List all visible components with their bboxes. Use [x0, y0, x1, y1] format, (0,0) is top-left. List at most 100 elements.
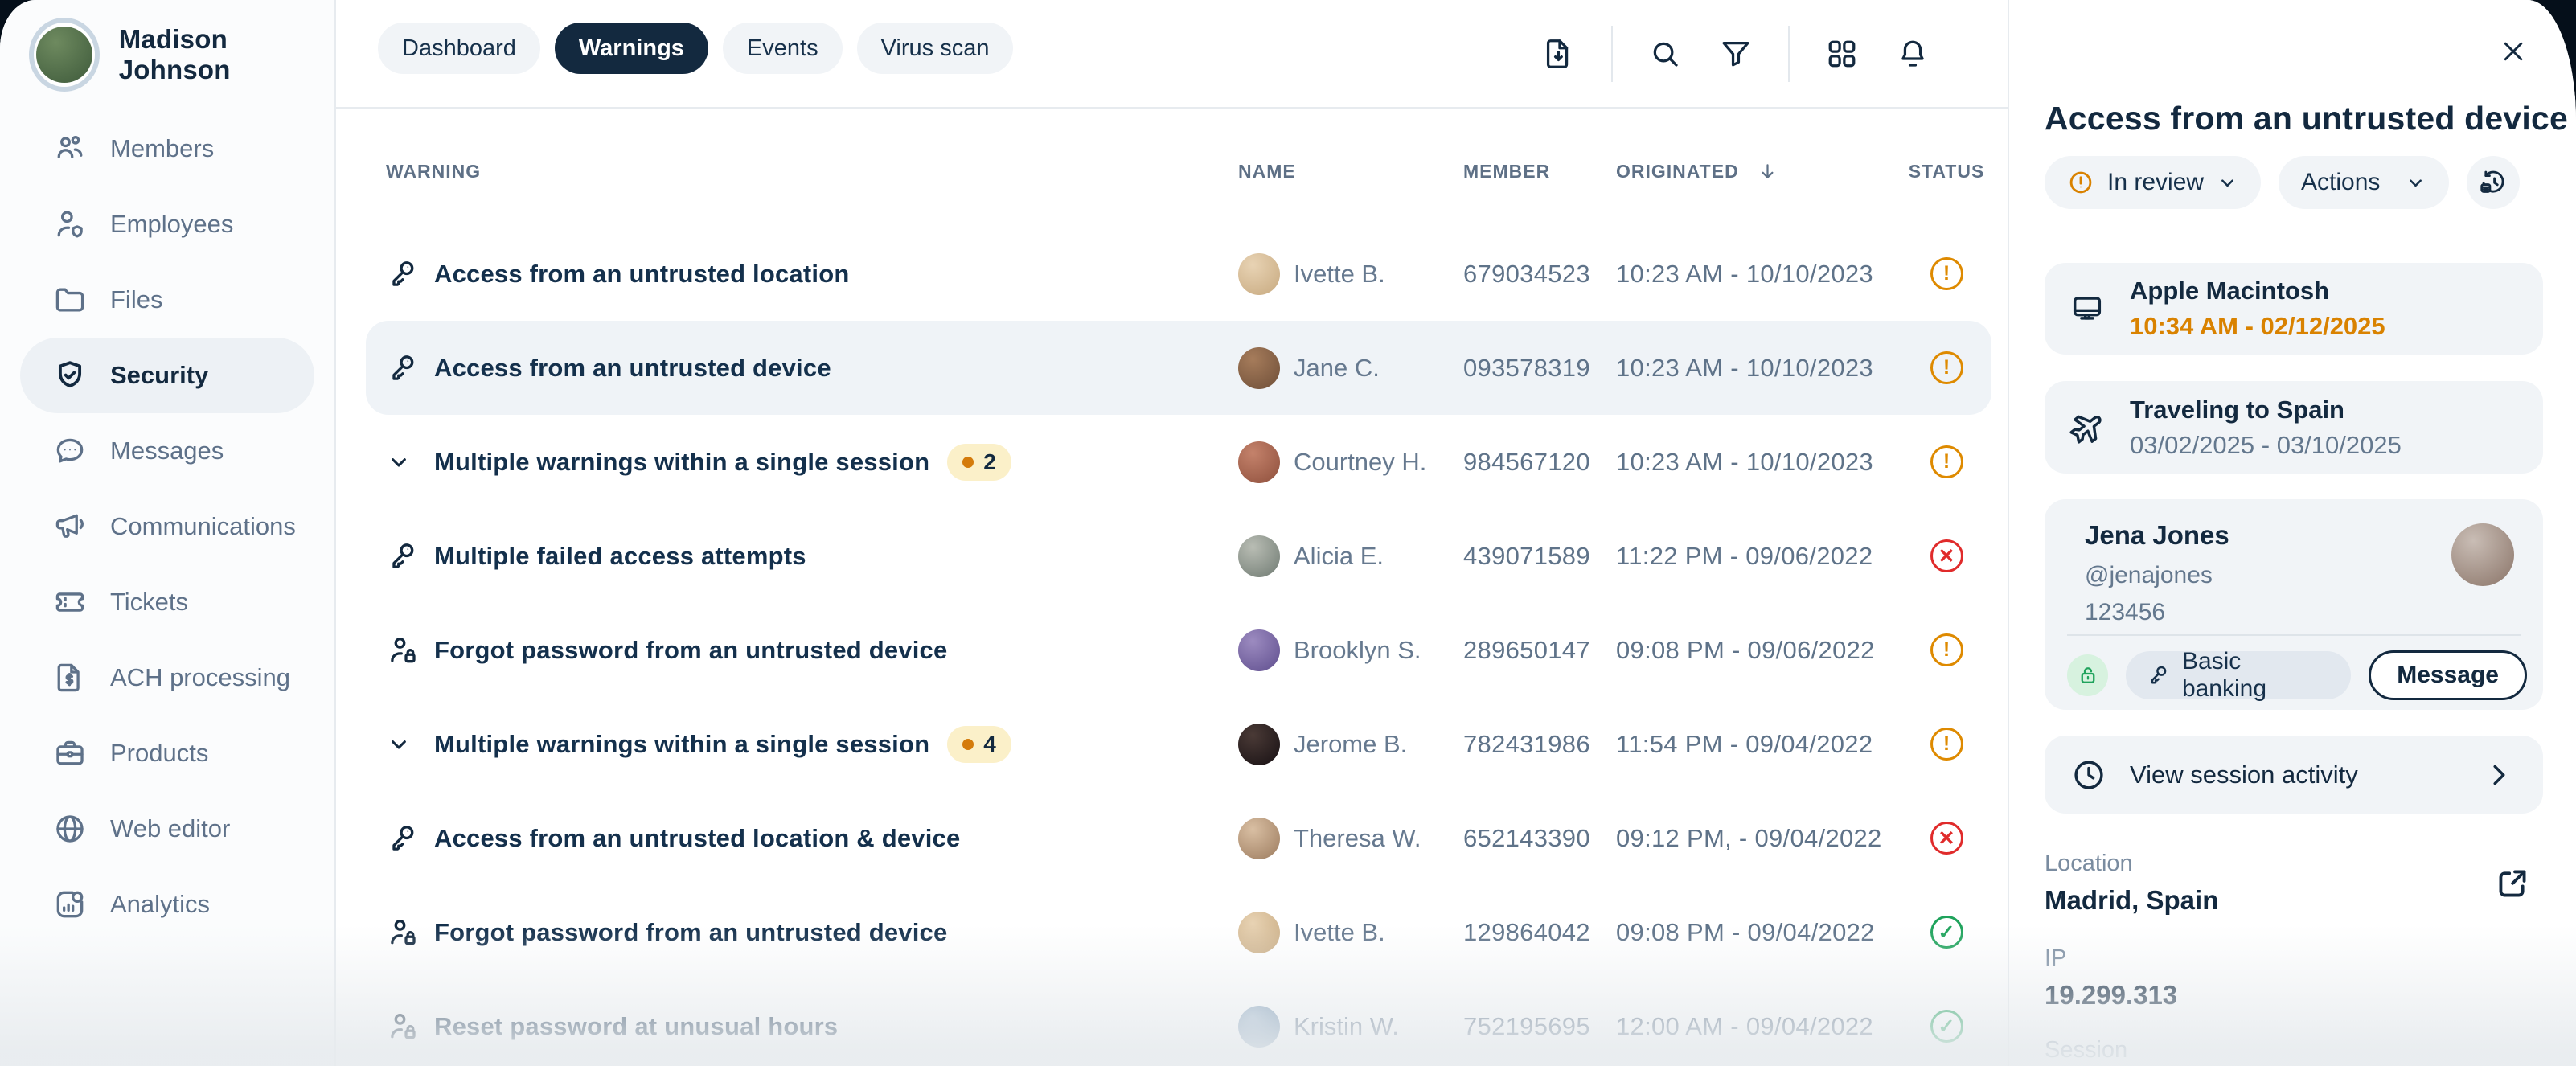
warning-cell: Forgot password from an untrusted device	[434, 635, 948, 664]
status-dropdown[interactable]: In review	[2045, 156, 2262, 209]
session-label: Session	[2045, 1037, 2128, 1063]
originated-cell: 10:23 AM - 10/10/2023	[1616, 259, 1873, 288]
sidebar-item-web-editor[interactable]: Web editor	[20, 791, 314, 867]
tab-events[interactable]: Events	[722, 23, 843, 74]
chevron-down-icon[interactable]	[386, 732, 434, 757]
sidebar-item-tickets[interactable]: Tickets	[20, 564, 314, 640]
tab-dashboard[interactable]: Dashboard	[378, 23, 540, 74]
ip-label: IP	[2045, 945, 2067, 971]
message-button[interactable]: Message	[2369, 650, 2527, 700]
view-session-activity[interactable]: View session activity	[2045, 736, 2543, 814]
table-row[interactable]: Access from an untrusted location Ivette …	[366, 227, 1991, 321]
name-cell: Jerome B.	[1238, 723, 1463, 765]
table-row[interactable]: Multiple warnings within a single sessio…	[366, 415, 1991, 509]
status-cell: ✓	[1922, 916, 1971, 949]
device-name: Apple Macintosh	[2130, 277, 2330, 305]
sidebar-item-products[interactable]: Products	[20, 715, 314, 791]
plan-tag: Basic banking	[2126, 648, 2352, 702]
key-icon	[386, 539, 434, 573]
topbar: Dashboard Warnings Events Virus scan	[336, 0, 2008, 109]
sidebar-item-analytics[interactable]: Analytics	[20, 867, 314, 942]
member-cell: 752195695	[1463, 1011, 1590, 1040]
sidebar-item-ach-processing[interactable]: ACH processing	[20, 640, 314, 715]
warning-cell: Forgot password from an untrusted device	[434, 917, 948, 946]
avatar-ring	[29, 18, 100, 92]
table-row[interactable]: Access from an untrusted location & devi…	[366, 791, 1991, 885]
count-badge: 4	[947, 725, 1012, 763]
sidebar-item-members[interactable]: Members	[20, 111, 314, 187]
panel-actions-row: In review Actions	[2045, 156, 2521, 209]
key-icon	[2147, 663, 2171, 687]
column-header-member: MEMBER	[1463, 161, 1551, 182]
table-row[interactable]: Reset password at unusual hours Kristin W…	[366, 979, 1991, 1066]
user-profile[interactable]: Madison Johnson	[29, 18, 334, 92]
status-cell: !	[1922, 728, 1971, 761]
sidebar-item-label: Members	[110, 134, 215, 162]
chevron-down-icon[interactable]	[386, 449, 434, 475]
sidebar-item-label: Files	[110, 285, 163, 314]
warning-circle-icon	[2067, 169, 2094, 196]
search-icon[interactable]	[1647, 35, 1684, 72]
avatar	[1238, 629, 1280, 671]
user-lock-icon	[386, 633, 434, 667]
name-cell: Theresa W.	[1238, 817, 1463, 859]
originated-cell: 09:12 PM, - 09/04/2022	[1616, 823, 1882, 852]
user-name: Madison Johnson	[118, 24, 231, 84]
filter-icon[interactable]	[1717, 35, 1754, 72]
status-warning-icon: !	[1930, 728, 1963, 761]
grid-icon[interactable]	[1823, 35, 1860, 72]
sidebar-item-messages[interactable]: Messages	[20, 413, 314, 489]
travel-dates: 03/02/2025 - 03/10/2025	[2130, 430, 2402, 459]
member-cell: 652143390	[1463, 823, 1590, 852]
table-row[interactable]: Forgot password from an untrusted device…	[366, 603, 1991, 697]
key-icon	[386, 351, 434, 385]
location-value: Madrid, Spain	[2045, 885, 2219, 915]
tab-warnings[interactable]: Warnings	[554, 23, 708, 74]
table-row[interactable]: Multiple warnings within a single sessio…	[366, 697, 1991, 791]
name-cell: Brooklyn S.	[1238, 629, 1463, 671]
avatar	[1238, 252, 1280, 295]
column-header-originated[interactable]: ORIGINATED	[1616, 161, 1922, 182]
sidebar-item-security[interactable]: Security	[20, 338, 314, 413]
toolbar	[1540, 24, 1931, 84]
member-cell: 439071589	[1463, 541, 1590, 570]
table-row[interactable]: Forgot password from an untrusted device…	[366, 885, 1991, 979]
status-success-icon: ✓	[1930, 916, 1963, 949]
originated-cell: 10:23 AM - 10/10/2023	[1616, 353, 1873, 382]
close-icon[interactable]	[2499, 37, 2528, 66]
name-cell: Alicia E.	[1238, 535, 1463, 577]
external-link-icon[interactable]	[2494, 865, 2531, 902]
member-handle: @jenajones	[2085, 562, 2213, 588]
originated-cell: 10:23 AM - 10/10/2023	[1616, 447, 1873, 476]
status-cell: ✕	[1922, 539, 1971, 572]
sidebar-item-communications[interactable]: Communications	[20, 489, 314, 564]
warning-cell: Access from an untrusted device	[434, 353, 831, 382]
doc-download-icon[interactable]	[1540, 35, 1577, 72]
member-number: 123456	[2085, 599, 2166, 625]
history-button[interactable]	[2467, 156, 2521, 209]
avatar	[1238, 911, 1280, 953]
travel-title: Traveling to Spain	[2130, 395, 2344, 424]
ip-block: IP 19.299.313	[2045, 945, 2177, 1011]
status-cell: ✓	[1922, 1010, 1971, 1043]
divider	[2067, 634, 2521, 636]
table-row[interactable]: Access from an untrusted device Jane C. 09…	[366, 321, 1991, 415]
actions-dropdown[interactable]: Actions	[2279, 156, 2450, 209]
bell-icon[interactable]	[1894, 35, 1931, 72]
location-label: Location	[2045, 851, 2133, 876]
originated-cell: 09:08 PM - 09/06/2022	[1616, 635, 1875, 664]
avatar	[1238, 723, 1280, 765]
member-cell: 679034523	[1463, 259, 1590, 288]
member-cell: 129864042	[1463, 917, 1590, 946]
tab-virus-scan[interactable]: Virus scan	[856, 23, 1014, 74]
status-success-icon: ✓	[1930, 1010, 1963, 1043]
member-cell: 782431986	[1463, 729, 1590, 758]
badge-dot	[962, 456, 974, 468]
badge-dot	[962, 738, 974, 750]
sidebar-item-label: Employees	[110, 210, 234, 238]
sidebar-item-files[interactable]: Files	[20, 262, 314, 338]
table-row[interactable]: Multiple failed access attempts Alicia E.…	[366, 509, 1991, 603]
sidebar-item-employees[interactable]: Employees	[20, 187, 314, 262]
folder-icon	[52, 282, 88, 318]
